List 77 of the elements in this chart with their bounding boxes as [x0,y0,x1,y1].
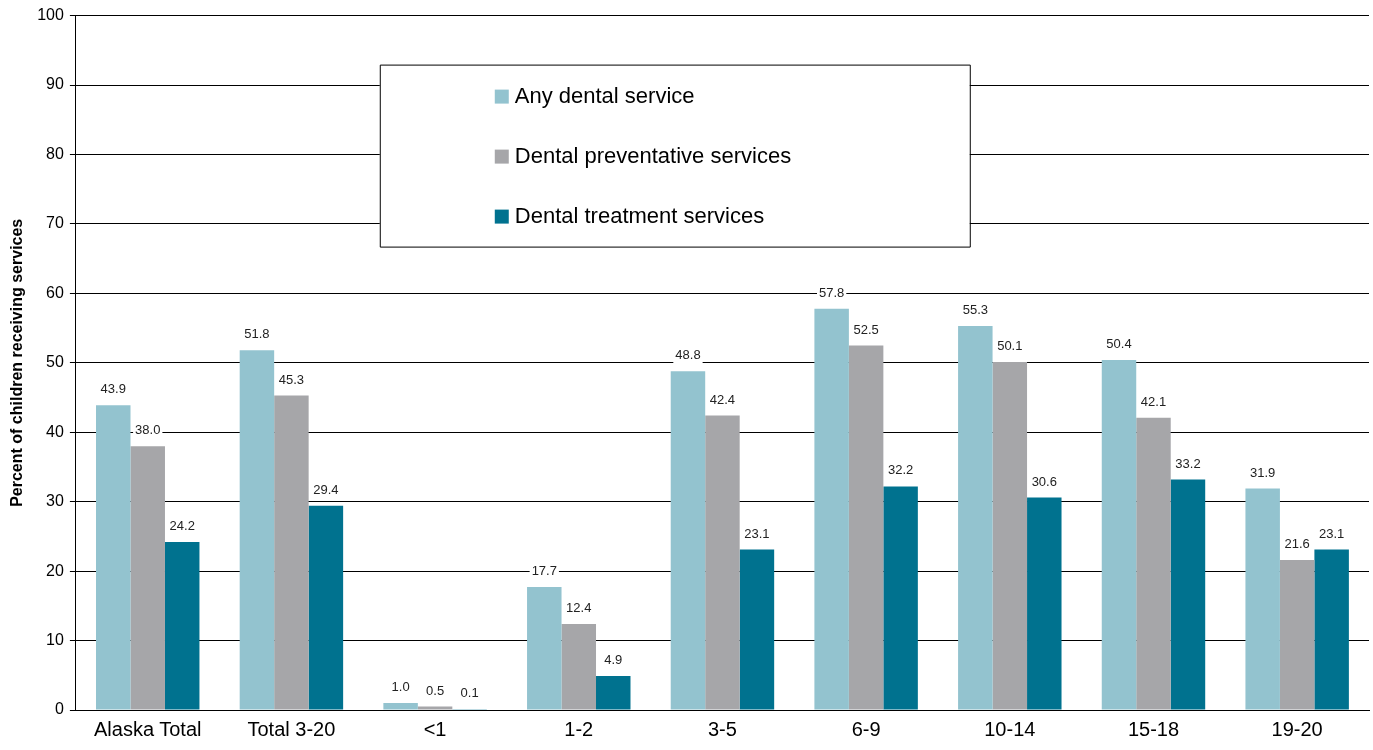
x-tick-label: 19-20 [1271,717,1323,740]
bar [883,486,918,710]
x-tick-label: <1 [423,717,447,740]
bar [1101,360,1137,710]
data-label: 29.4 [313,481,339,497]
bar [958,326,993,710]
data-label: 48.8 [675,347,701,363]
data-label: 57.8 [818,284,845,300]
data-label: 32.2 [887,462,914,478]
bar [417,706,453,710]
data-label: 50.1 [997,338,1023,354]
data-label: 50.4 [1106,336,1132,352]
data-label: 33.2 [1175,455,1201,471]
y-tick-label: 50 [46,353,64,371]
data-label: 4.9 [604,652,623,668]
y-tick-label: 100 [37,6,64,24]
data-label: 45.3 [278,371,305,387]
data-label: 52.5 [853,321,879,337]
bar [992,362,1028,710]
bar [130,446,165,710]
bar [96,405,131,710]
y-tick-label: 60 [46,283,64,301]
x-tick-label: 1-2 [564,717,594,740]
y-tick-label: 80 [46,144,64,162]
y-tick-label: 40 [46,422,64,440]
data-label: 1.0 [391,679,410,695]
x-tick-label: 3-5 [707,717,737,740]
data-label: 12.4 [566,599,592,615]
bar [1170,479,1206,710]
bar [164,541,200,710]
bar [1245,488,1280,710]
data-label: 21.6 [1284,536,1310,552]
bar [596,675,631,710]
data-label: 55.3 [962,302,988,318]
data-label: 0.5 [426,682,445,698]
bar [739,549,775,710]
y-tick-label: 90 [46,75,64,93]
x-tick-label: 15-18 [1127,717,1180,740]
bar [705,415,740,710]
bar [670,371,706,710]
bar [527,587,562,710]
data-label: 42.4 [709,391,736,407]
legend-label: Dental preventative services [514,142,792,168]
legend-label: Any dental service [514,82,695,108]
data-label: 42.1 [1140,393,1167,409]
data-label: 43.9 [100,381,126,397]
y-axis-title: Percent of children receiving services [8,218,26,507]
bar [1136,417,1171,710]
y-tick-label: 30 [46,492,64,510]
data-label: 23.1 [744,525,770,541]
bar [1279,560,1315,710]
bar [561,623,597,710]
y-tick-label: 0 [54,700,64,718]
bar [308,505,344,710]
bar [383,703,418,710]
y-tick-label: 20 [46,561,64,579]
data-label: 23.1 [1318,525,1345,541]
bar [848,345,884,710]
bar [814,308,849,710]
data-label: 30.6 [1031,473,1057,489]
data-label: 51.8 [244,326,270,342]
bar [1314,549,1349,710]
y-tick-label: 10 [46,630,64,648]
bar [274,395,309,710]
legend-label: Dental treatment services [514,202,765,228]
bar [1027,497,1062,710]
data-label: 38.0 [135,422,161,438]
y-tick-label: 70 [46,214,64,232]
data-label: 24.2 [169,518,195,534]
data-label: 0.1 [460,685,479,701]
data-label: 31.9 [1250,464,1276,480]
x-tick-label: Alaska Total [93,717,202,740]
x-tick-label: 6-9 [851,717,881,740]
bar [239,350,275,710]
data-label: 17.7 [531,563,557,579]
x-tick-label: Total 3-20 [247,717,336,740]
x-tick-label: 10-14 [984,717,1036,740]
